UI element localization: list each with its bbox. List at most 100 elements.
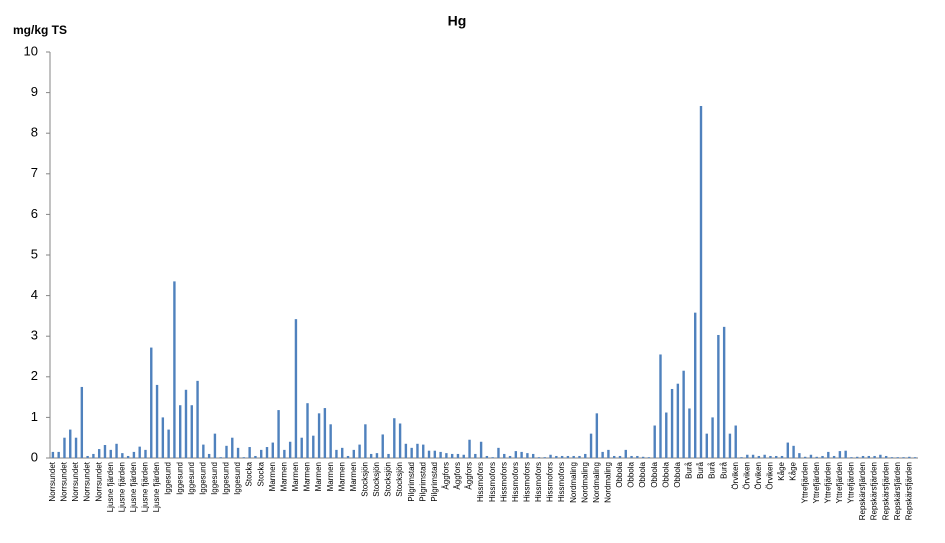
x-tick-label: Stocksjön (384, 462, 393, 497)
x-tick-label: Äggfors (441, 462, 450, 490)
bar (381, 434, 384, 458)
bar (659, 354, 662, 458)
bar (433, 450, 437, 458)
bar (271, 442, 274, 458)
x-tick-label: Hissmofors (523, 462, 532, 502)
bar (572, 455, 575, 458)
bar (641, 456, 645, 458)
x-tick-label: Nordmaling (569, 462, 578, 503)
bar (474, 453, 477, 458)
bar (329, 424, 332, 458)
bar (601, 451, 604, 458)
y-tick-label: 10 (24, 43, 38, 58)
bar (294, 319, 298, 458)
bar (450, 453, 454, 458)
bar (335, 449, 338, 458)
bar (57, 451, 60, 458)
x-tick-label: Ljusne fjärden (129, 462, 138, 512)
bar (850, 457, 853, 458)
bar (803, 456, 807, 458)
x-tick-label: Ljusne fjärden (106, 462, 115, 512)
x-tick-label: Hissmofors (488, 462, 497, 502)
x-tick-label: Pilgrimstad (407, 462, 416, 502)
bar (283, 449, 286, 458)
bar (132, 451, 136, 458)
bar (445, 453, 448, 458)
bar (155, 384, 159, 458)
x-tick-label: Iggesund (210, 462, 219, 495)
bar (213, 433, 217, 458)
x-tick-label: Stocksjön (372, 462, 381, 497)
bar (838, 451, 842, 458)
x-tick-label: Marmen (279, 462, 288, 491)
bar (144, 449, 147, 458)
bar (827, 451, 830, 458)
bar (317, 413, 321, 458)
bar (103, 445, 107, 458)
bar (798, 453, 801, 458)
y-tick-label: 0 (31, 449, 38, 464)
x-tick-label: Stocka (245, 461, 254, 486)
x-tick-label: Repskärsfjärden (870, 462, 879, 520)
x-tick-label: Pilgrimstad (418, 462, 427, 502)
bar (277, 410, 280, 458)
x-tick-label: Ljusne fjärden (117, 462, 126, 512)
x-tick-label: Örviken (731, 462, 740, 490)
bar (422, 444, 425, 458)
bar (121, 453, 124, 458)
bar (630, 455, 633, 458)
bar (74, 437, 78, 458)
x-tick-label: Yttrefjärden (847, 462, 856, 503)
bar (288, 441, 292, 458)
x-tick-label: Äggfors (465, 462, 474, 490)
bar (867, 455, 871, 458)
bar (526, 453, 529, 458)
bar (369, 453, 373, 458)
bar (485, 455, 489, 458)
bar (694, 312, 697, 458)
bar (219, 457, 222, 458)
bar (207, 453, 211, 458)
bar (456, 453, 460, 458)
x-tick-label: Hissmofors (499, 462, 508, 502)
bar (312, 435, 315, 458)
x-tick-label: Örviken (742, 462, 751, 490)
x-tick-label: Obbola (627, 461, 636, 487)
bar (138, 446, 141, 458)
bar (514, 451, 518, 458)
x-tick-label: Marmen (337, 462, 346, 491)
bar (705, 433, 708, 458)
bar (184, 389, 188, 458)
bar (722, 326, 726, 458)
bar (711, 417, 714, 458)
bar (387, 453, 390, 458)
bar (236, 447, 240, 458)
bar (179, 405, 182, 458)
bar (161, 417, 165, 458)
bar (306, 403, 309, 458)
x-tick-label: Yttrefjärden (812, 462, 821, 503)
x-tick-label: Repskärsfjärden (904, 462, 913, 520)
x-tick-label: Marmen (268, 462, 277, 491)
x-tick-label: Iggesund (233, 462, 242, 495)
bar (809, 454, 813, 458)
bar (665, 412, 668, 458)
x-tick-label: Norrsundet (48, 461, 57, 501)
x-tick-label: Hissmofors (511, 462, 520, 502)
bar (497, 447, 500, 458)
y-axis-label: mg/kg TS (13, 23, 67, 37)
bar (775, 455, 778, 458)
bar (393, 418, 396, 458)
bar (584, 453, 587, 458)
bar (607, 449, 610, 458)
bar (792, 445, 795, 458)
bar (763, 454, 766, 458)
bar (427, 450, 431, 458)
y-tick-label: 3 (31, 328, 38, 343)
bar (757, 455, 761, 458)
bar (653, 425, 656, 458)
bar (734, 425, 737, 458)
x-tick-label: Marmen (349, 462, 358, 491)
x-tick-label: Hissmofors (557, 462, 566, 502)
